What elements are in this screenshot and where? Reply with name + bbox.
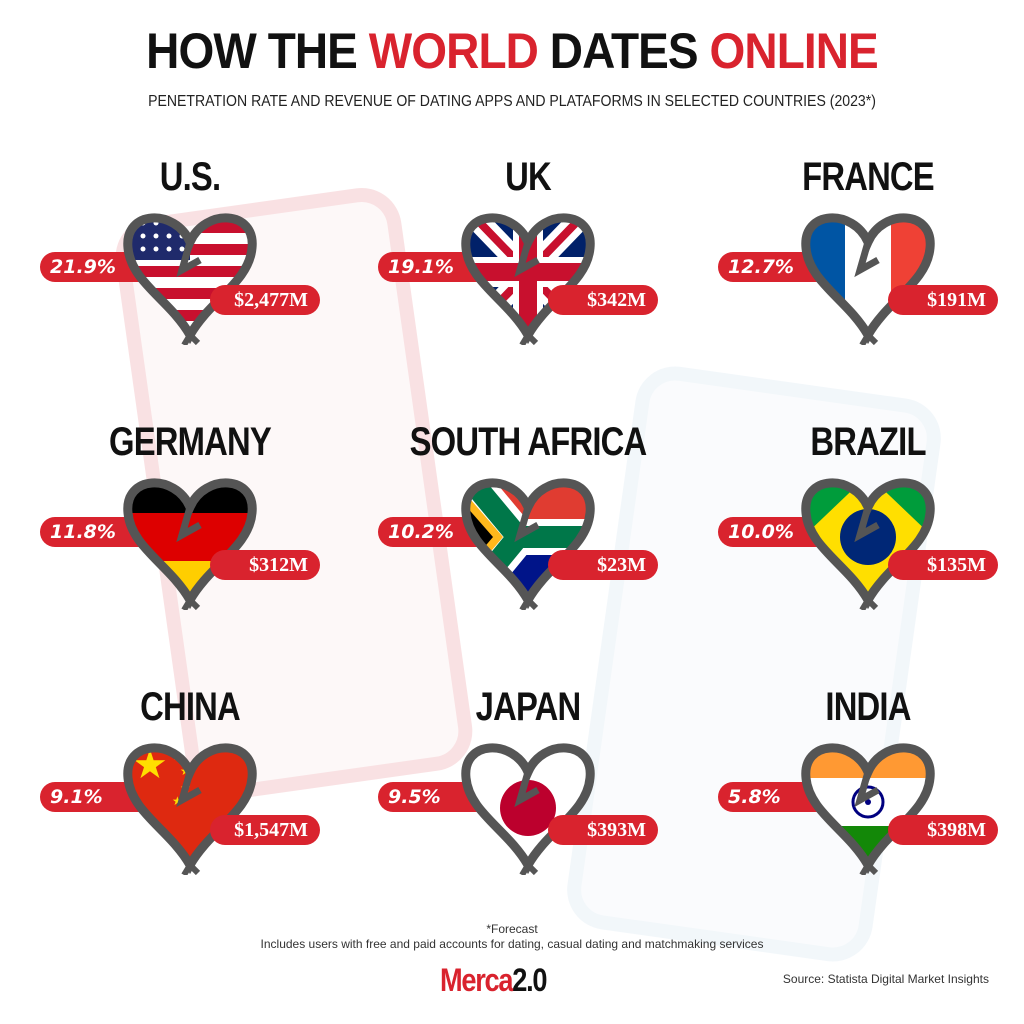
country-name: SOUTH AFRICA (409, 420, 648, 464)
country-name: UK (505, 155, 552, 199)
country-card: FRANCE 12.7% $191M (718, 155, 1018, 355)
revenue-label: $191M (888, 285, 998, 315)
footnote-forecast: *Forecast (486, 922, 538, 936)
country-card: UK 19.1% $342M (378, 155, 678, 355)
country-card: CHINA 9.1% ★ ★ ★ ★ ★ $1,547M (40, 685, 340, 885)
revenue-label: $2,477M (210, 285, 320, 315)
country-card: U.S. 21.9% $2,477M (40, 155, 340, 355)
revenue-label: $312M (210, 550, 320, 580)
country-name: CHINA (140, 685, 241, 729)
country-name: U.S. (159, 155, 221, 199)
revenue-label: $23M (548, 550, 658, 580)
country-card: JAPAN 9.5% $393M (378, 685, 678, 885)
revenue-label: $1,547M (210, 815, 320, 845)
page-title: HOW THE WORLD DATES ONLINE (146, 23, 879, 79)
merca-logo: Merca2.0 (440, 962, 548, 998)
country-card: INDIA 5.8% $398M (718, 685, 1018, 885)
revenue-label: $393M (548, 815, 658, 845)
cn-flag-heart-icon: ★ ★★★★ (123, 743, 257, 875)
revenue-label: $398M (888, 815, 998, 845)
revenue-label: $342M (548, 285, 658, 315)
za-flag-heart-icon (461, 478, 595, 610)
us-flag-heart-icon (123, 213, 257, 345)
source-note: Source: Statista Digital Market Insights (782, 972, 989, 986)
country-card: SOUTH AFRICA 10.2% $23M (378, 420, 678, 620)
country-card: GERMANY 11.8% $312M (40, 420, 340, 620)
revenue-label: $135M (888, 550, 998, 580)
country-name: BRAZIL (810, 420, 926, 464)
country-name: GERMANY (109, 420, 272, 464)
uk-flag-heart-icon (461, 213, 595, 345)
footnote-definition: Includes users with free and paid accoun… (260, 937, 764, 951)
country-name: FRANCE (802, 155, 935, 199)
in-flag-heart-icon (801, 743, 935, 875)
country-card: BRAZIL 10.0% $135M (718, 420, 1018, 620)
de-flag-heart-icon (123, 478, 257, 610)
country-name: JAPAN (475, 685, 581, 729)
br-flag-heart-icon (801, 478, 935, 610)
penetration-rate-label: 10.2% (378, 517, 496, 547)
page-subtitle: PENETRATION RATE AND REVENUE OF DATING A… (148, 93, 876, 110)
fr-flag-heart-icon (801, 213, 935, 345)
country-name: INDIA (825, 685, 911, 729)
jp-flag-heart-icon (461, 743, 595, 875)
svg-text:★: ★ (172, 794, 183, 808)
